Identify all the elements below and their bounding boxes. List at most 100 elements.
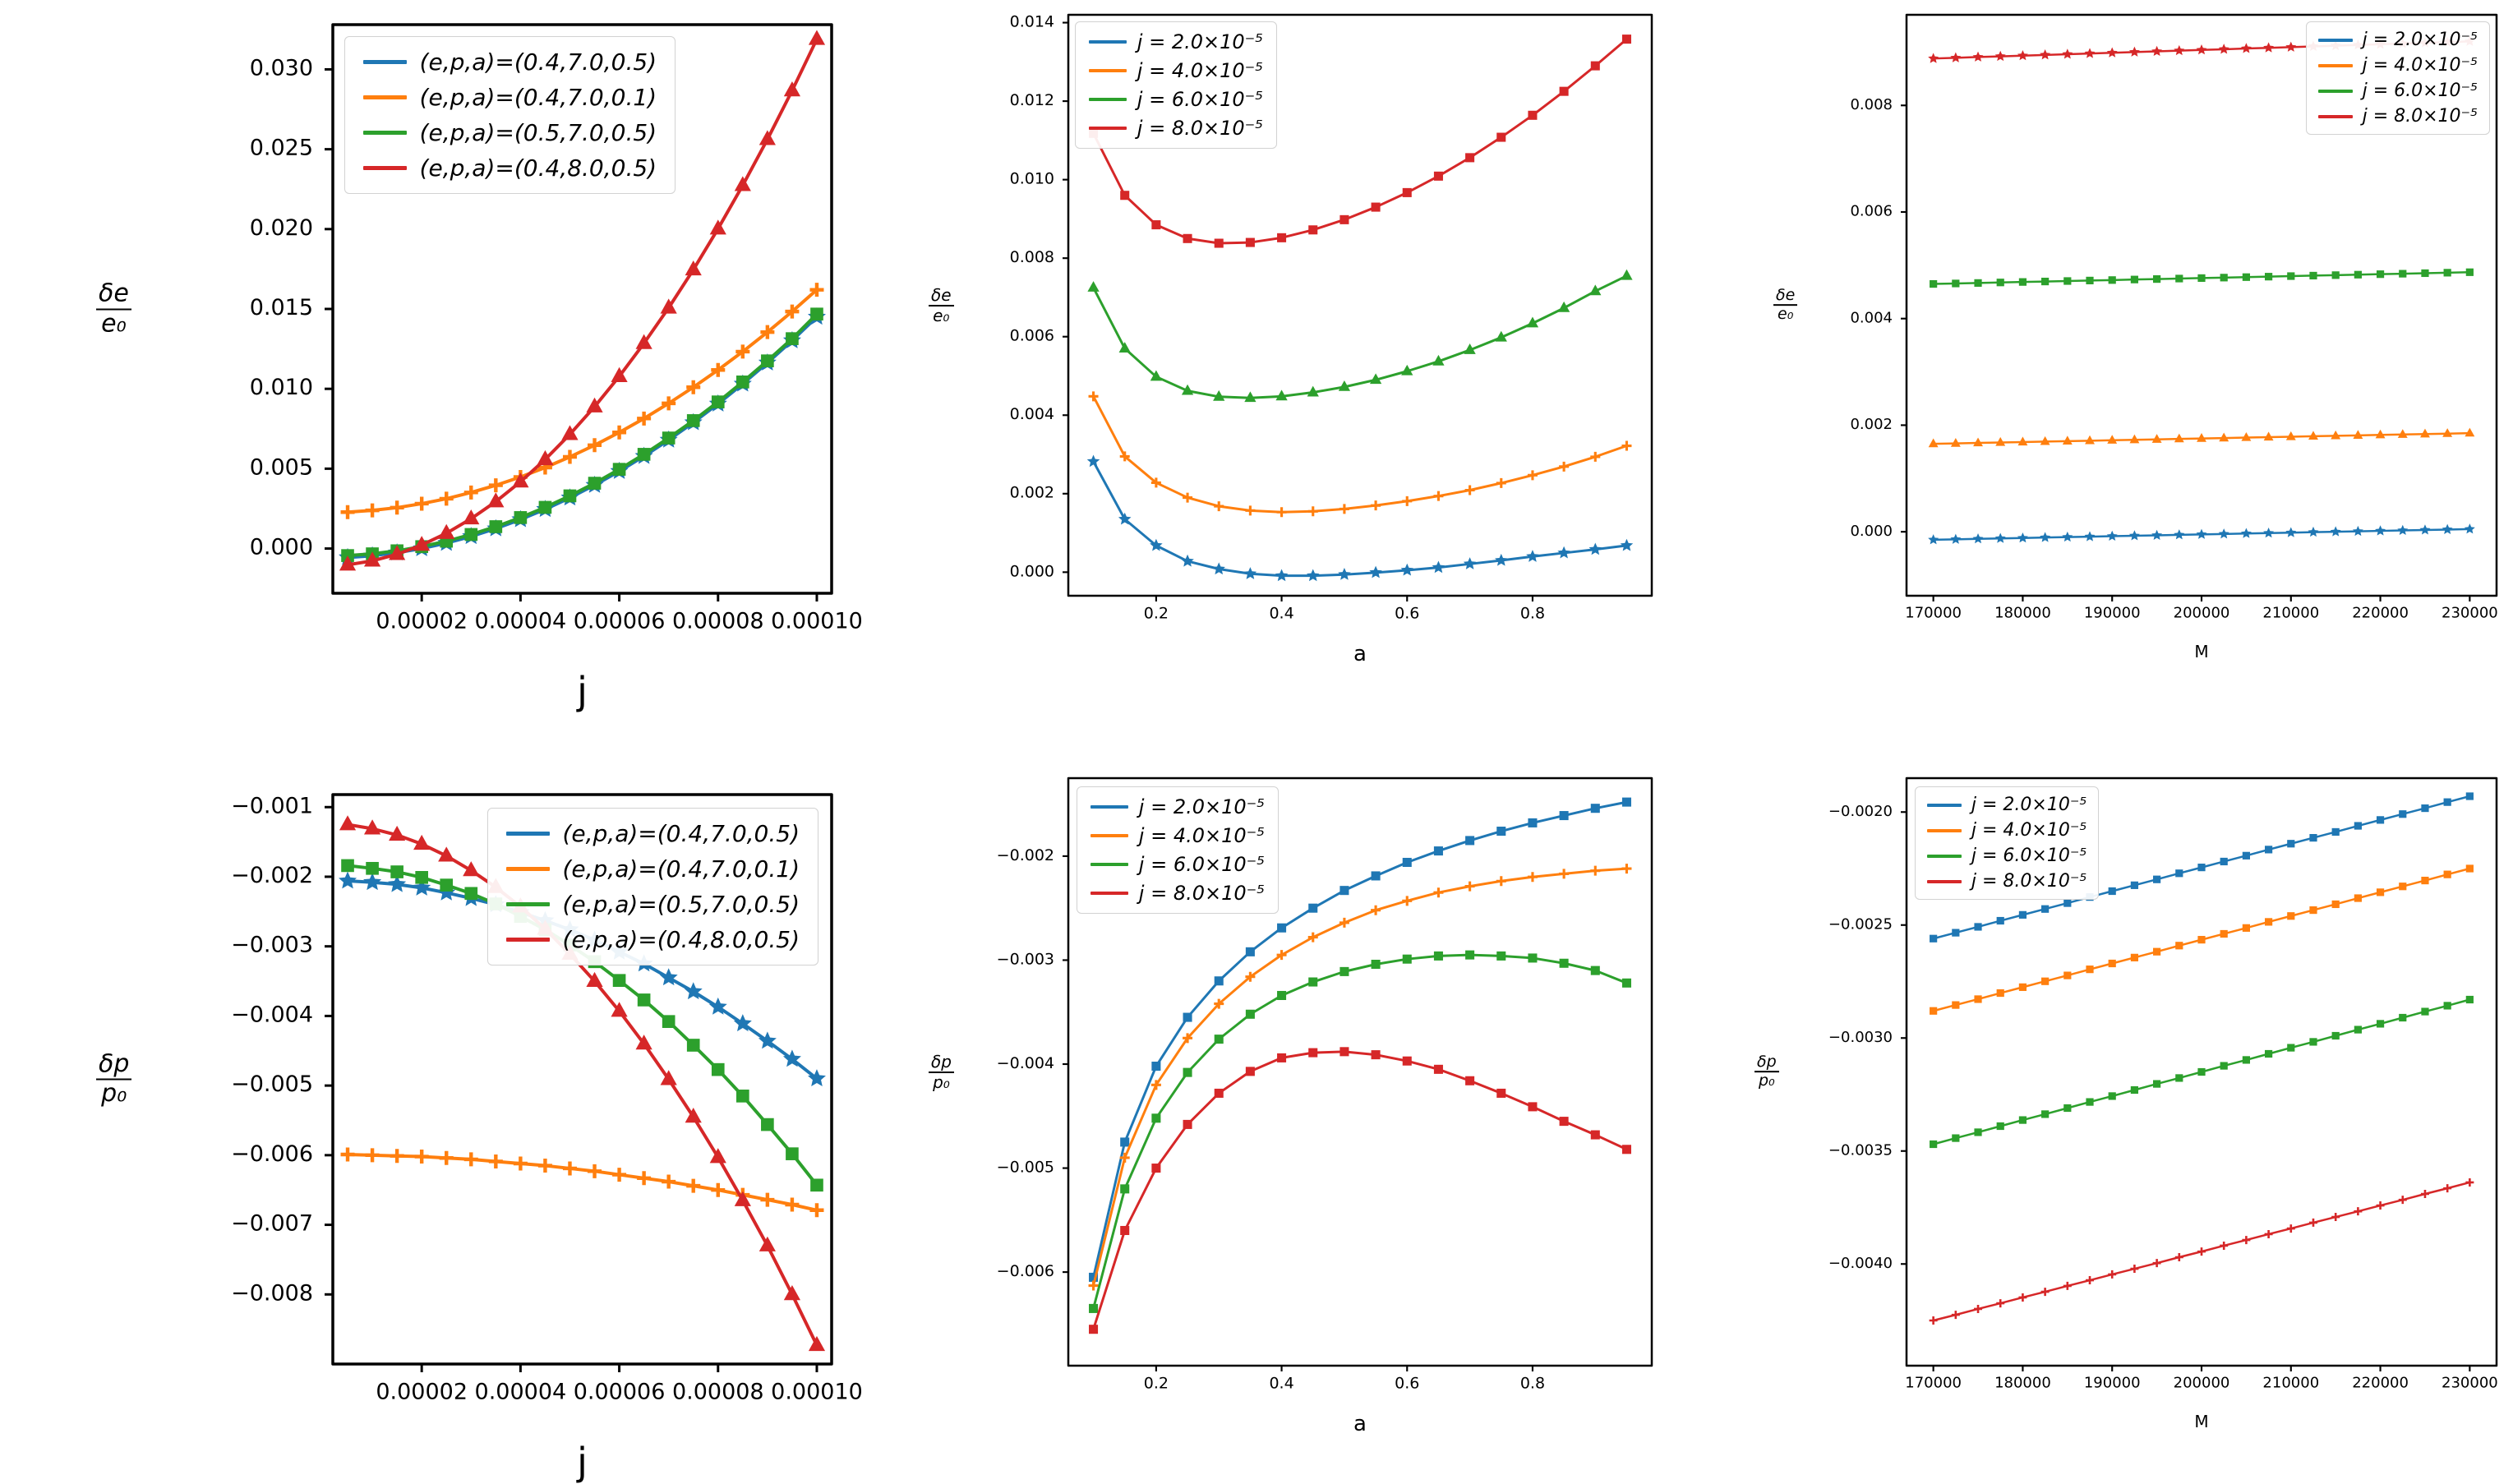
legend: (e,p,a)=(0.4,7.0,0.5) (e,p,a)=(0.4,7.0,0.… <box>486 808 818 966</box>
legend: j = 2.0×10⁻⁵ j = 4.0×10⁻⁵ j = 6.0×10⁻⁵ j = … <box>2305 21 2490 135</box>
legend-item: (e,p,a)=(0.5,7.0,0.5) <box>363 119 657 146</box>
legend-line-swatch <box>2317 38 2353 42</box>
y-axis-label-numerator: δe <box>1773 286 1798 306</box>
legend-label: j = 2.0×10⁻⁵ <box>1137 30 1263 53</box>
legend-label: j = 2.0×10⁻⁵ <box>1138 795 1265 818</box>
legend-label: j = 6.0×10⁻⁵ <box>2362 81 2478 101</box>
y-axis-label-denominator: p₀ <box>101 1079 127 1108</box>
legend-line-swatch <box>1091 805 1128 809</box>
legend-line-swatch <box>1927 828 1962 832</box>
y-axis-label-denominator: e₀ <box>933 305 950 325</box>
y-axis-label: δp p₀ <box>96 1049 132 1108</box>
legend-label: j = 4.0×10⁻⁵ <box>2362 55 2478 76</box>
legend-label: (e,p,a)=(0.4,7.0,0.5) <box>562 820 800 847</box>
legend-line-swatch <box>1091 892 1128 895</box>
y-axis-label: δe e₀ <box>1773 286 1798 325</box>
legend-line-swatch <box>505 938 551 942</box>
legend-label: j = 2.0×10⁻⁵ <box>1971 795 2087 815</box>
legend-label: j = 6.0×10⁻⁵ <box>1138 853 1265 876</box>
legend-item: (e,p,a)=(0.4,7.0,0.1) <box>363 84 657 111</box>
legend-label: j = 6.0×10⁻⁵ <box>1137 88 1263 111</box>
legend-label: (e,p,a)=(0.4,8.0,0.5) <box>419 154 657 182</box>
legend-label: j = 8.0×10⁻⁵ <box>1137 117 1263 140</box>
x-axis-label: j <box>577 669 588 713</box>
legend-item: j = 2.0×10⁻⁵ <box>1927 795 2086 815</box>
chart-panel-top-right: δe e₀ M j = 2.0×10⁻⁵ j = 4.0×10⁻⁵ j = 6.0×… <box>1734 7 2506 674</box>
legend-item: j = 8.0×10⁻⁵ <box>1927 871 2086 892</box>
legend-item: j = 4.0×10⁻⁵ <box>1091 824 1265 847</box>
legend-item: j = 8.0×10⁻⁵ <box>1089 117 1263 140</box>
legend-line-swatch <box>1091 863 1128 866</box>
legend-item: j = 2.0×10⁻⁵ <box>1089 30 1263 53</box>
x-axis-label: a <box>1353 642 1367 666</box>
legend-line-swatch <box>1089 98 1127 101</box>
y-axis-label-denominator: p₀ <box>933 1072 950 1092</box>
y-axis-label-numerator: δp <box>1754 1053 1779 1073</box>
legend-label: (e,p,a)=(0.5,7.0,0.5) <box>562 891 800 918</box>
chart-panel-bottom-middle: δp p₀ a j = 2.0×10⁻⁵ j = 4.0×10⁻⁵ j = 6.0×… <box>892 768 1664 1463</box>
legend: j = 2.0×10⁻⁵ j = 4.0×10⁻⁵ j = 6.0×10⁻⁵ j = … <box>1075 21 1277 149</box>
legend-item: j = 2.0×10⁻⁵ <box>2317 30 2478 50</box>
legend-label: (e,p,a)=(0.4,7.0,0.1) <box>419 84 657 111</box>
legend-label: j = 6.0×10⁻⁵ <box>1971 846 2087 866</box>
legend-item: j = 2.0×10⁻⁵ <box>1091 795 1265 818</box>
legend-label: j = 8.0×10⁻⁵ <box>2362 106 2478 127</box>
legend-line-swatch <box>505 867 551 871</box>
legend-label: (e,p,a)=(0.5,7.0,0.5) <box>419 119 657 146</box>
legend: j = 2.0×10⁻⁵ j = 4.0×10⁻⁵ j = 6.0×10⁻⁵ j = … <box>1915 786 2100 900</box>
x-axis-label: j <box>577 1440 588 1484</box>
y-axis-label: δp p₀ <box>929 1052 954 1092</box>
legend-line-swatch <box>1927 879 1962 883</box>
legend-line-swatch <box>363 60 408 64</box>
legend: (e,p,a)=(0.4,7.0,0.5) (e,p,a)=(0.4,7.0,0.… <box>344 36 676 194</box>
y-axis-label-denominator: e₀ <box>1778 305 1794 324</box>
legend-item: j = 8.0×10⁻⁵ <box>1091 882 1265 905</box>
legend-item: j = 6.0×10⁻⁵ <box>1927 846 2086 866</box>
legend-line-swatch <box>363 95 408 99</box>
y-axis-label-numerator: δe <box>96 279 131 310</box>
legend-line-swatch <box>1089 69 1127 72</box>
legend-item: (e,p,a)=(0.4,8.0,0.5) <box>363 154 657 182</box>
legend-item: (e,p,a)=(0.4,7.0,0.5) <box>363 48 657 76</box>
legend-item: j = 8.0×10⁻⁵ <box>2317 106 2478 127</box>
legend-item: (e,p,a)=(0.5,7.0,0.5) <box>505 891 800 918</box>
legend-line-swatch <box>363 131 408 135</box>
chart-panel-bottom-left: δp p₀ j (e,p,a)=(0.4,7.0,0.5) (e,p,a)=(0.… <box>78 778 900 1484</box>
y-axis-label-numerator: δp <box>929 1052 954 1073</box>
legend-label: j = 4.0×10⁻⁵ <box>1138 824 1265 847</box>
legend-line-swatch <box>1089 40 1127 44</box>
legend-line-swatch <box>2317 63 2353 67</box>
legend-line-swatch <box>363 166 408 170</box>
legend-line-swatch <box>1089 127 1127 130</box>
legend-line-swatch <box>2317 114 2353 118</box>
plot-canvas-top-middle <box>892 7 1664 674</box>
legend-item: j = 6.0×10⁻⁵ <box>1091 853 1265 876</box>
legend: j = 2.0×10⁻⁵ j = 4.0×10⁻⁵ j = 6.0×10⁻⁵ j = … <box>1077 786 1279 914</box>
x-axis-label: a <box>1353 1412 1367 1436</box>
legend-item: (e,p,a)=(0.4,8.0,0.5) <box>505 926 800 953</box>
y-axis-label-denominator: e₀ <box>101 309 127 338</box>
legend-label: (e,p,a)=(0.4,7.0,0.5) <box>419 48 657 76</box>
legend-label: j = 4.0×10⁻⁵ <box>1137 59 1263 82</box>
x-axis-label: M <box>2194 1412 2209 1431</box>
legend-label: j = 8.0×10⁻⁵ <box>1971 871 2087 892</box>
chart-panel-top-left: δe e₀ j (e,p,a)=(0.4,7.0,0.5) (e,p,a)=(0.… <box>78 10 900 713</box>
chart-panel-bottom-right: δp p₀ M j = 2.0×10⁻⁵ j = 4.0×10⁻⁵ j = 6.0×… <box>1734 768 2506 1463</box>
legend-item: (e,p,a)=(0.4,7.0,0.1) <box>505 855 800 883</box>
legend-item: j = 6.0×10⁻⁵ <box>1089 88 1263 111</box>
legend-line-swatch <box>2317 89 2353 93</box>
legend-item: j = 6.0×10⁻⁵ <box>2317 81 2478 101</box>
legend-line-swatch <box>1927 803 1962 807</box>
legend-label: (e,p,a)=(0.4,7.0,0.1) <box>562 855 800 883</box>
legend-label: j = 4.0×10⁻⁵ <box>1971 820 2087 841</box>
legend-line-swatch <box>505 832 551 836</box>
legend-item: j = 4.0×10⁻⁵ <box>2317 55 2478 76</box>
chart-panel-top-middle: δe e₀ a j = 2.0×10⁻⁵ j = 4.0×10⁻⁵ j = 6.0×… <box>892 7 1664 674</box>
legend-label: j = 8.0×10⁻⁵ <box>1138 882 1265 905</box>
legend-item: (e,p,a)=(0.4,7.0,0.5) <box>505 820 800 847</box>
y-axis-label-numerator: δe <box>929 285 954 306</box>
y-axis-label: δp p₀ <box>1754 1053 1779 1091</box>
plot-canvas-bottom-right <box>1734 768 2506 1463</box>
legend-line-swatch <box>505 902 551 906</box>
